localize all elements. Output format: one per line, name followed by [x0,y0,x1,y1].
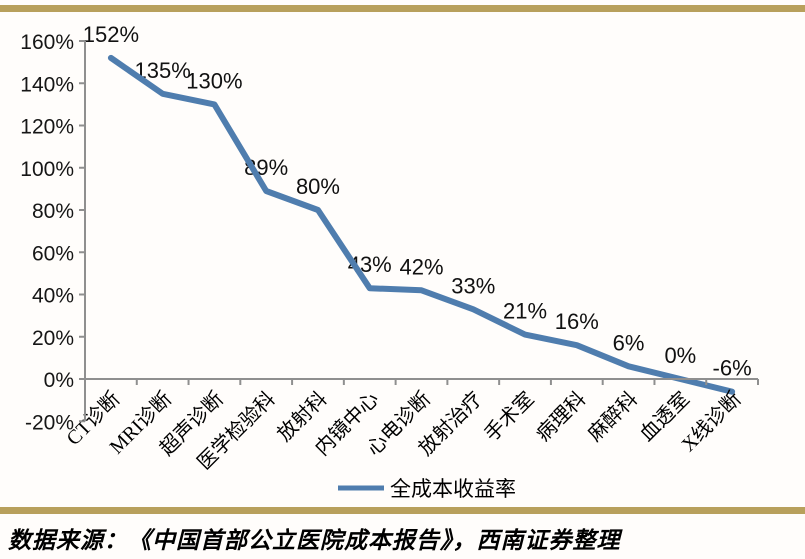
chart-area: -6% 0% 6% 16% 21% 33% 42% 43% 80% 89% 130% 135% 152%… [0,12,805,507]
data-label: 21% [503,299,547,324]
x-category-label: 病理科 [532,387,591,446]
data-label: 16% [555,309,599,334]
y-tick-label: 80% [32,200,74,223]
y-tick-label: -20% [25,411,74,434]
data-label: 0% [664,343,696,368]
source-note: 数据来源：《中国首部公立医院成本报告》，西南证券整理 [8,528,621,553]
data-label: 130% [186,68,242,93]
y-tick-label: 160% [20,31,74,54]
y-tick-label: 60% [32,242,74,265]
x-category-label: 手术室 [480,387,539,446]
y-tick-label: 120% [20,116,74,139]
y-tick-label: 100% [20,158,74,181]
y-tick-label: 40% [32,285,74,308]
legend: 全成本收益率 [338,477,516,501]
data-label: 80% [296,174,340,199]
line-chart: -6%0%6%16%21%33%42%43%80%89%130%135%152%… [20,22,759,501]
x-category-label: 麻醉科 [583,387,642,446]
y-tick-label: 0% [44,369,74,392]
data-label: -6% [713,356,752,381]
data-label: 152% [83,22,139,47]
series-line [107,54,736,395]
y-tick-label: 140% [20,73,74,96]
data-label: 33% [451,273,495,298]
top-border-rule [0,5,805,12]
legend-label: 全成本收益率 [390,477,516,501]
data-label: 6% [613,330,645,355]
y-tick-label: 20% [32,327,74,350]
bottom-border-rule [0,507,805,514]
data-label: 42% [399,254,443,279]
